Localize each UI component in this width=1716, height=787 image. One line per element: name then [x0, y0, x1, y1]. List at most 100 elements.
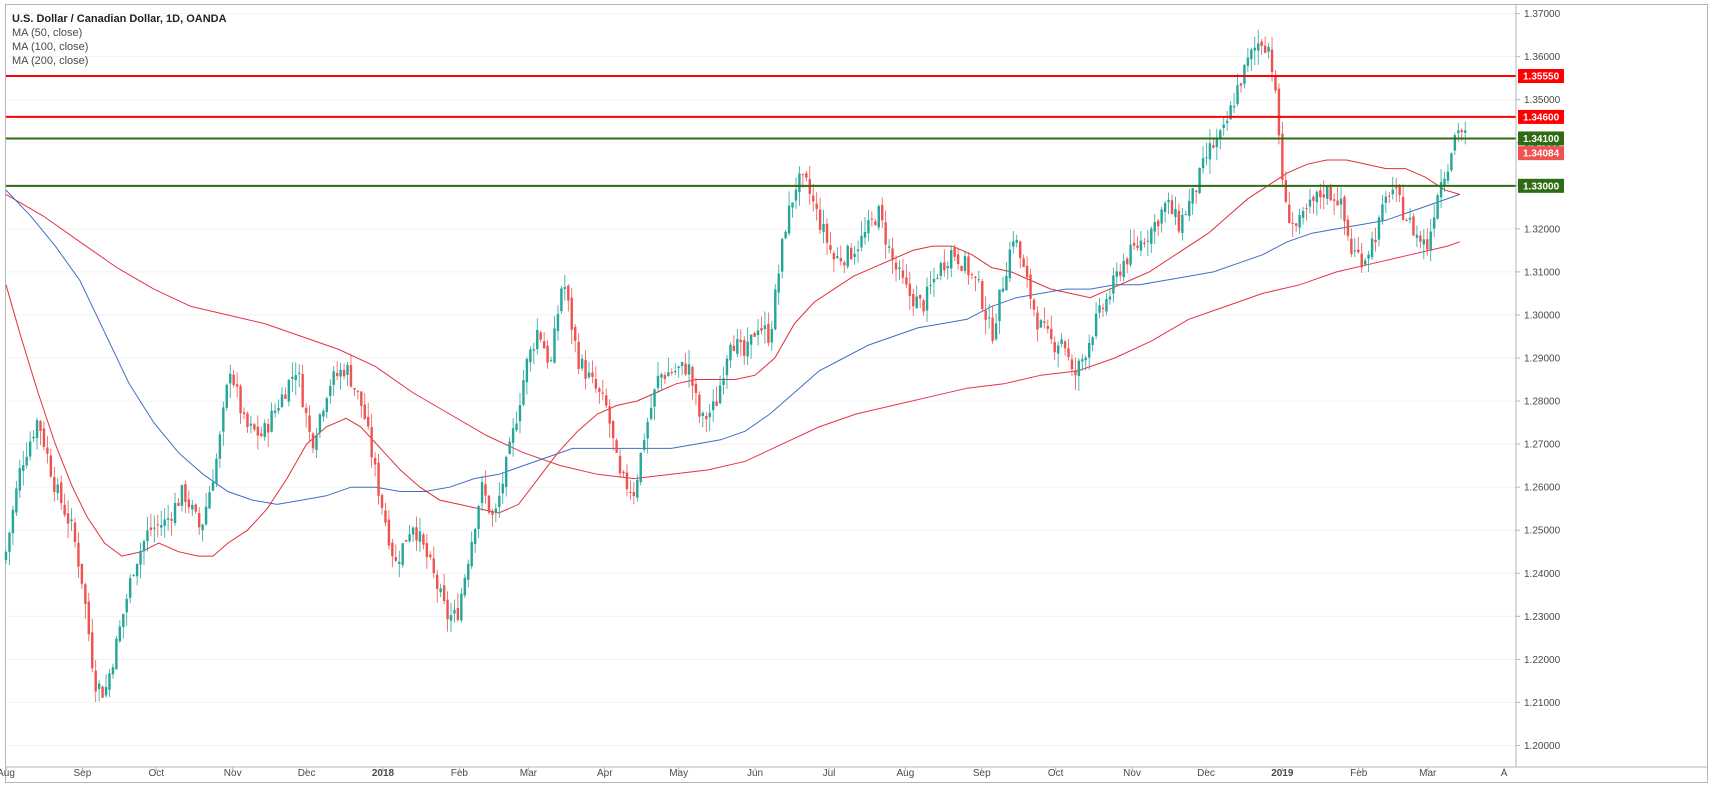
- candle: [1212, 139, 1215, 149]
- candle: [1098, 298, 1101, 319]
- candle-body: [415, 527, 418, 541]
- level-label-text: 1.35550: [1523, 72, 1560, 83]
- candle-body: [694, 383, 698, 393]
- candle-body: [429, 554, 432, 558]
- candle: [208, 486, 211, 509]
- candle: [974, 275, 977, 292]
- x-tick-label: Mar: [520, 768, 538, 779]
- candle: [360, 391, 363, 418]
- candle: [1191, 187, 1194, 215]
- candle-body: [66, 513, 70, 524]
- candle: [287, 378, 291, 407]
- candle: [774, 283, 777, 331]
- candle-body: [636, 479, 639, 498]
- candle: [18, 459, 22, 498]
- candle: [1105, 293, 1108, 316]
- candle-body: [1184, 214, 1187, 216]
- candle-body: [225, 384, 228, 408]
- candle-body: [339, 369, 342, 377]
- candle: [549, 356, 553, 363]
- candle: [32, 430, 35, 442]
- candle: [73, 517, 77, 548]
- candle-body: [1112, 275, 1115, 294]
- candle-body: [580, 358, 584, 369]
- candle-body: [853, 253, 856, 257]
- last-price-box: [1518, 146, 1564, 161]
- candle-body: [860, 235, 863, 248]
- candle-body: [536, 329, 539, 350]
- candle: [494, 503, 498, 523]
- candle-body: [270, 410, 273, 432]
- candle-body: [132, 575, 135, 577]
- candle-body: [1250, 49, 1253, 60]
- candle: [4, 550, 8, 564]
- candle: [1308, 188, 1312, 214]
- candle-body: [1125, 258, 1129, 265]
- candle: [1336, 186, 1339, 206]
- candle-body: [111, 667, 115, 675]
- candle-body: [1350, 238, 1353, 254]
- candle-body: [491, 511, 494, 515]
- candle-body: [1177, 210, 1181, 232]
- candle-body: [318, 414, 322, 433]
- candle: [1112, 267, 1115, 303]
- candle: [705, 412, 708, 433]
- candle: [304, 403, 308, 428]
- candle-body: [353, 388, 356, 390]
- candle: [273, 403, 277, 418]
- candle-body: [1305, 208, 1308, 210]
- candle-body: [605, 395, 608, 406]
- candle: [1188, 189, 1191, 222]
- candle: [249, 415, 253, 434]
- candle: [294, 362, 297, 395]
- candle: [404, 539, 408, 542]
- candle-body: [1146, 240, 1150, 242]
- candle-body: [1012, 241, 1015, 247]
- candle-body: [767, 323, 770, 343]
- candle: [1132, 229, 1136, 250]
- candle: [1408, 207, 1412, 224]
- candle-body: [1343, 196, 1346, 222]
- candle-body: [1077, 360, 1081, 377]
- x-tick-label: Sep: [73, 768, 91, 779]
- candle: [1094, 301, 1098, 340]
- candle-body: [1225, 120, 1229, 123]
- candle: [391, 538, 394, 568]
- last-price-label: 1.34084: [1518, 146, 1564, 161]
- candle: [1446, 164, 1450, 185]
- candle-body: [708, 412, 711, 418]
- candle: [1239, 82, 1243, 93]
- y-tick-label: 1.21000: [1524, 698, 1561, 709]
- candle: [780, 237, 784, 279]
- candle-body: [1046, 325, 1050, 329]
- candle-body: [987, 317, 991, 319]
- level-label-text: 1.33000: [1523, 181, 1560, 192]
- candle-body: [1070, 359, 1074, 370]
- candle: [784, 230, 787, 240]
- candle: [1115, 262, 1119, 285]
- candle-body: [1194, 190, 1198, 193]
- candle: [1374, 227, 1377, 252]
- candle-body: [1308, 199, 1312, 207]
- candle: [1391, 176, 1394, 200]
- candle-body: [1315, 191, 1319, 203]
- candle-body: [998, 289, 1001, 322]
- candle: [860, 221, 863, 252]
- candle: [1194, 189, 1198, 204]
- candle-body: [467, 563, 470, 580]
- candle: [1281, 121, 1284, 188]
- candle: [1039, 318, 1043, 328]
- candle-body: [1008, 249, 1012, 279]
- candle-body: [1053, 342, 1056, 353]
- candle: [718, 375, 722, 405]
- candle: [708, 404, 711, 432]
- candle-body: [487, 495, 491, 513]
- candle-body: [373, 457, 377, 465]
- candle: [939, 261, 943, 281]
- candle-body: [1326, 186, 1329, 199]
- candle: [591, 360, 594, 384]
- candle: [1008, 242, 1012, 283]
- candle: [384, 502, 387, 527]
- candle-body: [208, 492, 211, 509]
